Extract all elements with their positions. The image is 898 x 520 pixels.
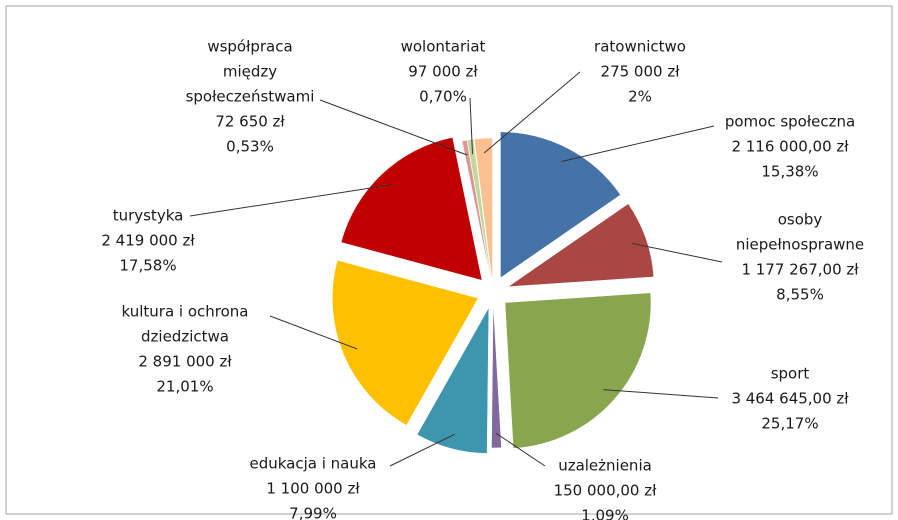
slice-name: społeczeństwami — [186, 88, 315, 106]
pie-slice — [340, 137, 483, 281]
leader-line — [495, 432, 546, 467]
leader-line — [269, 315, 358, 350]
slice-name: niepełnosprawne — [736, 236, 864, 254]
slice-name: ratownictwo — [594, 38, 686, 56]
slice-name: uzależnienia — [558, 457, 652, 475]
leader-line — [561, 125, 715, 162]
slice-amount: 72 650 zł — [215, 113, 285, 131]
slice-name: sport — [771, 365, 810, 383]
slice-amount: 97 000 zł — [408, 63, 478, 81]
slice-name: osoby — [778, 211, 823, 229]
slice-amount: 2 891 000 zł — [138, 353, 232, 371]
pie-slice — [473, 137, 493, 285]
pie-slice — [504, 292, 652, 449]
slice-name: współpraca — [207, 38, 292, 56]
slice-amount: 275 000 zł — [601, 63, 681, 81]
slice-percent: 21,01% — [156, 378, 213, 396]
slice-percent: 0,70% — [419, 88, 467, 106]
slice-percent: 1,09% — [581, 507, 629, 520]
slice-amount: 3 464 645,00 zł — [731, 390, 849, 408]
slice-percent: 2% — [628, 88, 652, 106]
pie-slice — [416, 307, 490, 454]
leader-line — [632, 242, 723, 263]
slice-amount: 1 177 267,00 zł — [741, 261, 859, 279]
slice-name: edukacja i nauka — [249, 455, 376, 473]
leader-line — [189, 184, 393, 217]
slice-name: kultura i ochrona — [122, 303, 249, 321]
slice-amount: 1 100 000 zł — [266, 480, 360, 498]
slice-percent: 25,17% — [761, 415, 818, 433]
leader-line — [483, 71, 581, 154]
slice-amount: 150 000,00 zł — [554, 482, 658, 500]
slice-name: pomoc społeczna — [725, 113, 855, 131]
slice-percent: 15,38% — [761, 163, 818, 181]
slice-percent: 7,99% — [289, 505, 337, 520]
slice-amount: 2 419 000 zł — [101, 232, 195, 250]
slice-percent: 17,58% — [119, 257, 176, 275]
slice-name: dziedzictwa — [141, 328, 229, 346]
pie-slice — [500, 131, 621, 279]
leader-line — [603, 389, 719, 399]
pie-slice — [461, 139, 492, 285]
slice-name: między — [223, 63, 277, 81]
pie-slice — [466, 138, 493, 285]
pie-slice — [331, 259, 479, 426]
pie-slice — [491, 301, 502, 449]
slice-amount: 2 116 000,00 zł — [731, 138, 849, 156]
leader-line — [469, 97, 473, 155]
leader-line — [389, 433, 455, 467]
pie-slice — [507, 203, 655, 288]
leader-line — [319, 99, 468, 156]
slice-percent: 0,53% — [226, 138, 274, 156]
slice-name: turystyka — [113, 207, 184, 225]
slice-percent: 8,55% — [776, 286, 824, 304]
slice-name: wolontariat — [401, 38, 486, 56]
